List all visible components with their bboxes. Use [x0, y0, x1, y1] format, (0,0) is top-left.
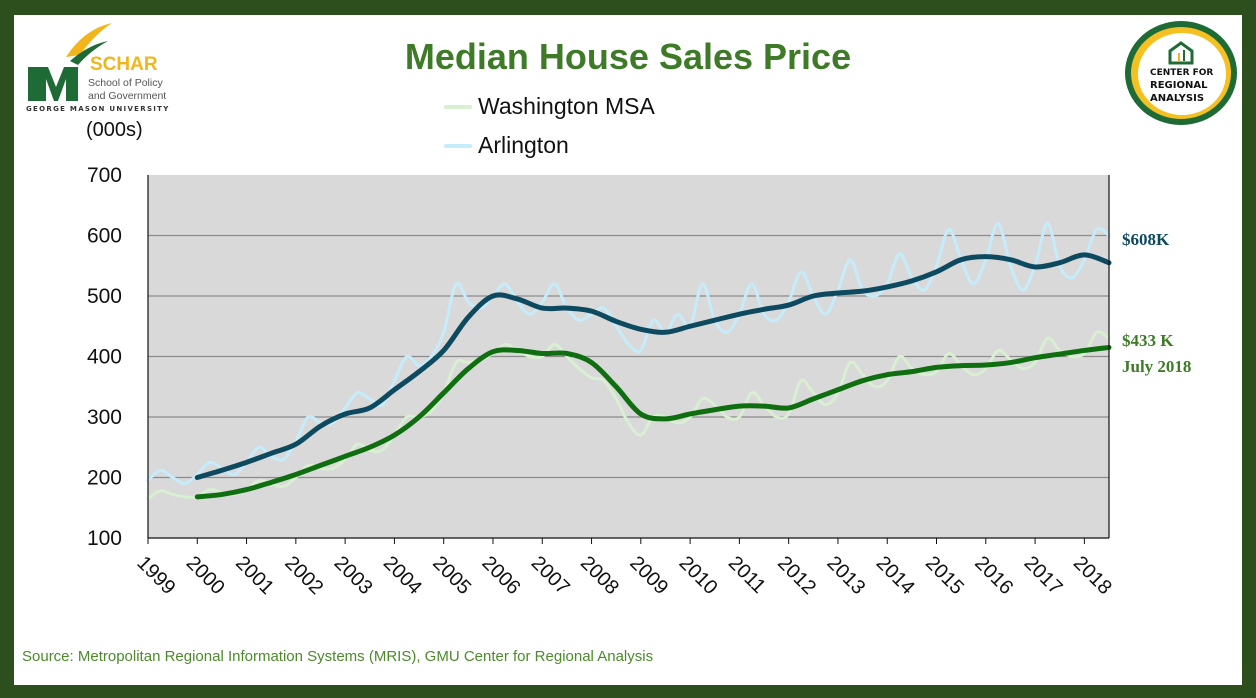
x-tick-label: 2013: [822, 552, 869, 599]
cra-logo: Center for Regional Analysis: [1122, 19, 1240, 127]
unit-label: (000s): [86, 119, 143, 141]
y-tick-label: 600: [87, 225, 122, 248]
x-tick-label: 2002: [280, 552, 327, 599]
legend-label-arlington: Arlington: [478, 132, 569, 158]
x-tick-label: 2017: [1020, 552, 1067, 599]
y-tick-label: 400: [87, 346, 122, 369]
x-tick-label: 2004: [379, 552, 426, 599]
x-tick-label: 2001: [231, 552, 278, 599]
series-line-arlington-raw: [146, 221, 1111, 486]
y-tick-label: 200: [87, 467, 122, 490]
legend-swatch-arlington: [444, 143, 472, 148]
x-tick-label: 2016: [970, 552, 1017, 599]
legend-label-washington: Washington MSA: [478, 93, 655, 119]
y-tick-label: 100: [87, 527, 122, 550]
x-tick-label: 2015: [921, 552, 968, 599]
cra-line1: Center for: [1150, 68, 1214, 78]
x-tick-label: 2012: [773, 552, 820, 599]
source-note: Source: Metropolitan Regional Informatio…: [22, 648, 654, 665]
schar-line1: School of Policy: [88, 77, 163, 89]
gmu-name: GEORGE MASON UNIVERSITY: [26, 105, 170, 113]
schar-line2: and Government: [88, 90, 167, 102]
washington-date-label: July 2018: [1122, 357, 1192, 376]
schar-logo: SCHAR School of Policy and Government GE…: [24, 17, 184, 115]
x-tick-label: 1999: [132, 552, 179, 599]
series-line-washington-avg: [194, 344, 1112, 500]
slide: SCHAR School of Policy and Government GE…: [14, 15, 1242, 685]
x-tick-label: 2014: [872, 552, 919, 599]
y-tick-label: 300: [87, 406, 122, 429]
series-line-arlington-avg: [194, 252, 1112, 480]
x-tick-label: 2000: [182, 552, 229, 599]
x-tick-label: 2011: [724, 552, 770, 598]
x-tick-label: 2018: [1069, 552, 1116, 599]
cra-line3: Analysis: [1150, 93, 1205, 104]
legend-item-washington: Washington MSA: [444, 93, 655, 120]
y-tick-label: 700: [87, 164, 122, 187]
x-tick-label: 2008: [576, 552, 623, 599]
x-tick-label: 2003: [330, 552, 377, 599]
legend-item-arlington: Arlington: [444, 132, 569, 159]
cra-line2: Regional: [1150, 80, 1208, 91]
x-tick-label: 2006: [477, 552, 524, 599]
y-tick-label: 500: [87, 285, 122, 308]
arlington-latest-label: $608K: [1122, 230, 1170, 249]
washington-latest-label: $433 K: [1122, 331, 1174, 350]
x-tick-label: 2009: [625, 552, 672, 599]
x-tick-label: 2007: [527, 552, 574, 599]
chart-title: Median House Sales Price: [404, 36, 852, 77]
legend-swatch-washington: [444, 104, 472, 109]
x-tick-label: 2010: [675, 552, 722, 599]
mason-m-icon: [28, 23, 112, 101]
cra-ring-icon: [1125, 21, 1237, 125]
x-tick-label: 2005: [428, 552, 475, 599]
schar-name: SCHAR: [90, 54, 158, 75]
series-line-washington-raw: [146, 330, 1111, 501]
